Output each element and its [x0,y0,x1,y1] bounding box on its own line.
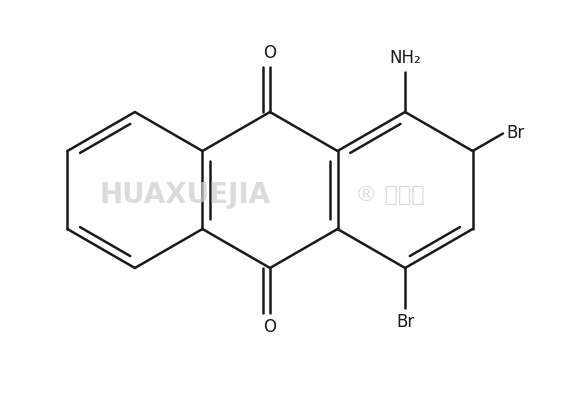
Text: NH₂: NH₂ [389,49,421,67]
Text: Br: Br [506,124,524,142]
Text: ® 化学加: ® 化学加 [355,185,425,205]
Text: O: O [263,44,276,62]
Text: Br: Br [396,313,414,331]
Text: HUAXUEJIA: HUAXUEJIA [100,181,271,209]
Text: O: O [263,318,276,336]
